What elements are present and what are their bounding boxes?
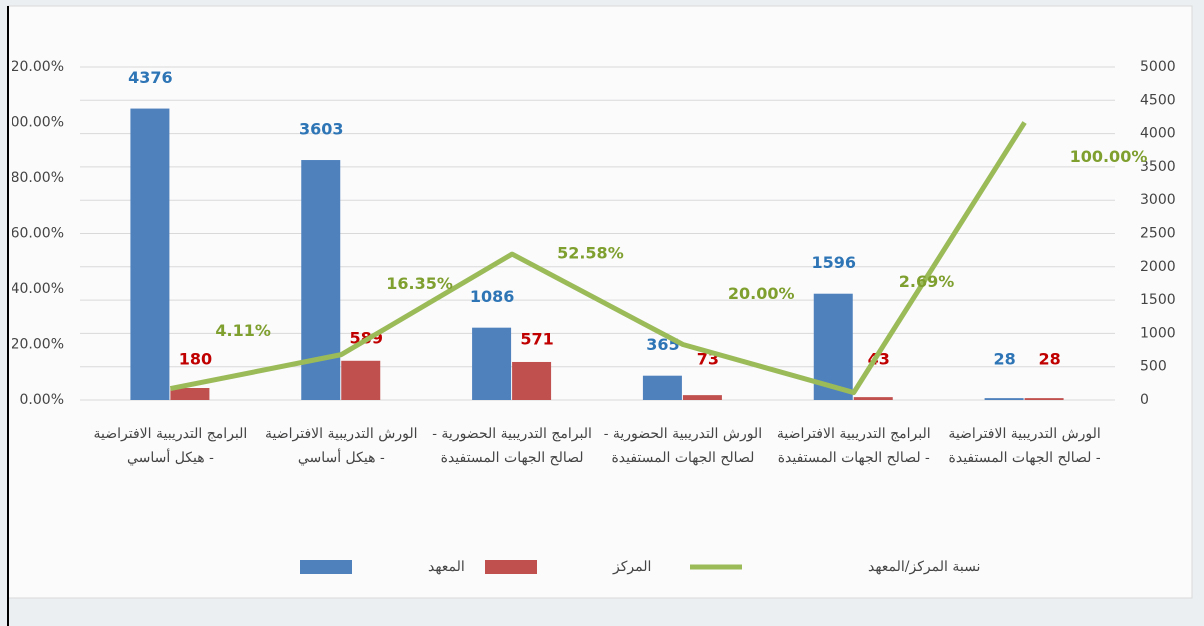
line <box>169 121 1027 396</box>
y2-tick-label: 500 <box>1140 359 1167 375</box>
data-label: 4376 <box>128 68 173 87</box>
bar <box>984 398 1024 400</box>
legend-label: المركز <box>612 559 651 575</box>
x-tick-label: البرامج التدريبية الافتراضية - لصالح الج… <box>776 426 931 466</box>
data-label: 3603 <box>299 120 344 139</box>
y-tick-label: 0.00% <box>20 392 64 408</box>
bar <box>170 388 210 400</box>
x-tick-label: الورش التدريبية الافتراضية - لصالح الجها… <box>948 426 1101 466</box>
data-label: 180 <box>179 350 212 369</box>
data-label: 571 <box>520 329 553 348</box>
x-tick-label: الورش التدريبية الحضورية - لصالح الجهات … <box>603 426 763 466</box>
legend-swatch <box>300 560 352 574</box>
data-label: 20.00% <box>728 284 795 303</box>
y2-tick-label: 2500 <box>1140 226 1176 242</box>
y2-tick-label: 3500 <box>1140 159 1176 175</box>
bar <box>642 375 682 400</box>
y2-tick-label: 1500 <box>1140 292 1176 308</box>
data-label: 1086 <box>470 287 515 306</box>
y2-tick-label: 4500 <box>1140 92 1176 108</box>
x-tick-label: الورش التدريبية الافتراضية - هيكل أساسي <box>264 426 418 466</box>
y2-tick-label: 3000 <box>1140 192 1176 208</box>
legend-label: المعهد <box>428 559 465 575</box>
data-label: 2.69% <box>899 272 955 291</box>
y2-tick-label: 2000 <box>1140 259 1176 275</box>
data-label: 100.00% <box>1070 147 1148 166</box>
y-tick-label: 60.00% <box>11 226 64 242</box>
legend-label: نسبة المركز/المعهد <box>868 559 980 575</box>
y-tick-label: 80.00% <box>11 170 64 186</box>
y2-tick-label: 4000 <box>1140 126 1176 142</box>
data-label: 52.58% <box>557 244 624 263</box>
y-tick-label: 20.00% <box>11 337 64 353</box>
x-tick-label: البرامج التدريبية الحضورية - لصالح الجها… <box>432 426 592 466</box>
bar <box>853 397 893 400</box>
bar <box>512 361 552 400</box>
bar <box>472 327 512 400</box>
bar <box>682 395 722 400</box>
data-label: 28 <box>993 350 1015 369</box>
bar <box>130 108 170 400</box>
bar <box>1024 398 1064 400</box>
y2-tick-label: 0 <box>1140 392 1149 408</box>
bar <box>341 360 381 400</box>
data-label: 28 <box>1038 350 1060 369</box>
y-tick-label: 120.00% <box>2 59 64 75</box>
legend-swatch <box>485 560 537 574</box>
y-tick-label: 40.00% <box>11 281 64 297</box>
x-tick-label: البرامج التدريبية الافتراضية - هيكل أساس… <box>93 426 248 466</box>
data-label: 16.35% <box>386 274 453 293</box>
data-label: 4.11% <box>215 321 271 340</box>
data-label: 1596 <box>811 253 856 272</box>
y2-tick-label: 5000 <box>1140 59 1176 75</box>
bar <box>301 160 341 400</box>
y2-tick-label: 1000 <box>1140 325 1176 341</box>
y-tick-label: 100.00% <box>2 115 64 131</box>
